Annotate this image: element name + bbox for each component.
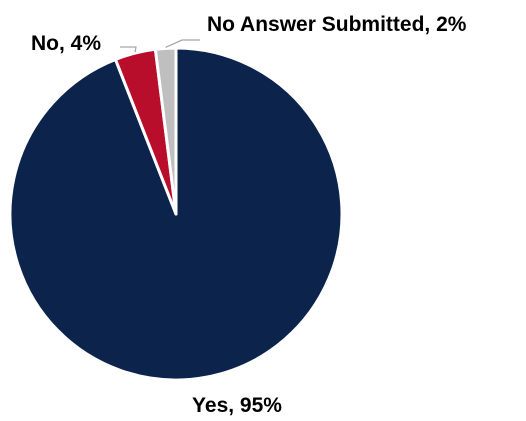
data-label-yes: Yes, 95%: [192, 394, 282, 417]
leader-lines: [120, 39, 200, 53]
pie-slice-no-answer-submitted: [153, 46, 178, 216]
data-label-no-answer-submitted: No Answer Submitted, 2%: [207, 13, 467, 36]
leader-line-no-answer-submitted: [165, 39, 200, 48]
data-label-no: No, 4%: [31, 32, 101, 55]
leader-line-no: [120, 46, 137, 53]
pie-slices: [8, 46, 344, 382]
